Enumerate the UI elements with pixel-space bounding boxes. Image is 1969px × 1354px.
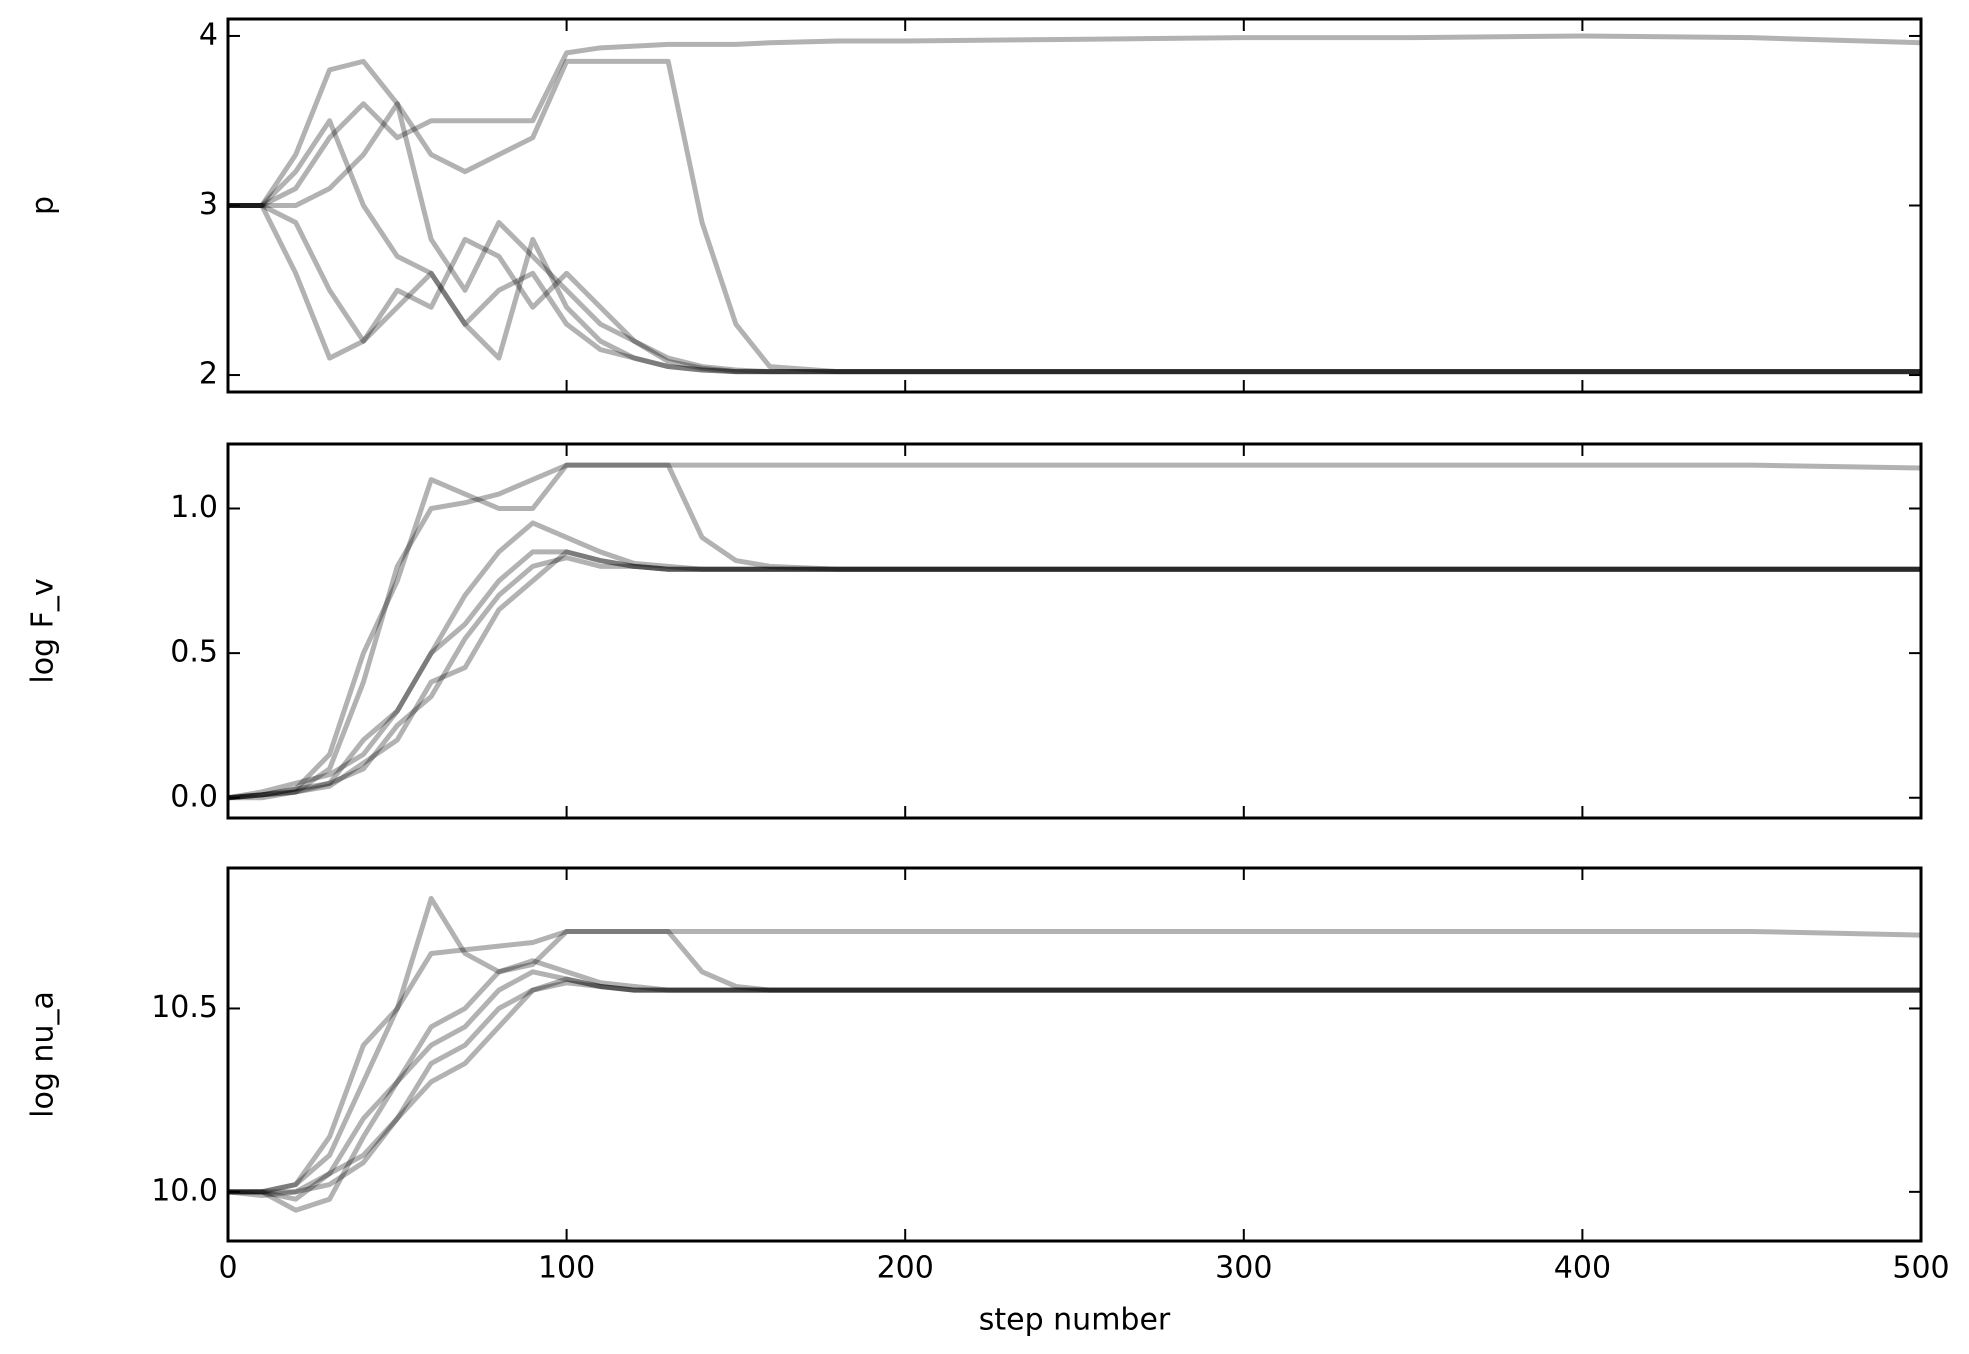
- y-axis-label: p: [26, 196, 61, 215]
- y-tick-label: 0.0: [170, 779, 218, 814]
- walker-trace: [228, 118, 1921, 375]
- x-tick-label: 100: [538, 1251, 595, 1286]
- y-tick-label: 2: [199, 357, 218, 392]
- walker-trace: [228, 549, 1921, 801]
- walker-trace: [228, 549, 1921, 801]
- y-tick-label: 0.5: [170, 635, 218, 670]
- y-tick-label: 10.5: [151, 990, 218, 1025]
- plot-frame: [226, 866, 1923, 1243]
- walker-trace: [228, 203, 1921, 375]
- walker-trace: [228, 928, 1921, 1195]
- walker-trace: [228, 58, 1921, 375]
- walker-trace: [228, 958, 1921, 1213]
- y-tick-label: 3: [199, 187, 218, 222]
- y-axis-label: log F_v: [26, 578, 61, 683]
- walker-trace: [228, 969, 1921, 1202]
- plot-frame: [226, 17, 1923, 394]
- walker-trace: [228, 555, 1921, 801]
- x-tick-label: 400: [1554, 1251, 1611, 1286]
- walker-trace: [228, 520, 1921, 801]
- x-axis-label: step number: [979, 1303, 1171, 1338]
- x-tick-label: 200: [877, 1251, 934, 1286]
- walker-trace: [228, 33, 1921, 208]
- plot-frame: [226, 442, 1923, 820]
- walker-trace: [228, 462, 1921, 801]
- walker-trace: [228, 203, 1921, 375]
- x-tick-label: 500: [1892, 1251, 1949, 1286]
- walker-trace: [228, 101, 1921, 375]
- y-axis-label: log nu_a: [26, 991, 61, 1118]
- walker-trace: [228, 976, 1921, 1195]
- y-tick-label: 4: [199, 17, 218, 52]
- y-tick-label: 10.0: [151, 1173, 218, 1208]
- walker-trace: [228, 895, 1921, 1195]
- y-tick-label: 1.0: [170, 490, 218, 525]
- x-tick-label: 300: [1215, 1251, 1272, 1286]
- x-tick-label: 0: [218, 1251, 237, 1286]
- walker-trace: [228, 462, 1921, 801]
- walker-trace: [228, 980, 1921, 1199]
